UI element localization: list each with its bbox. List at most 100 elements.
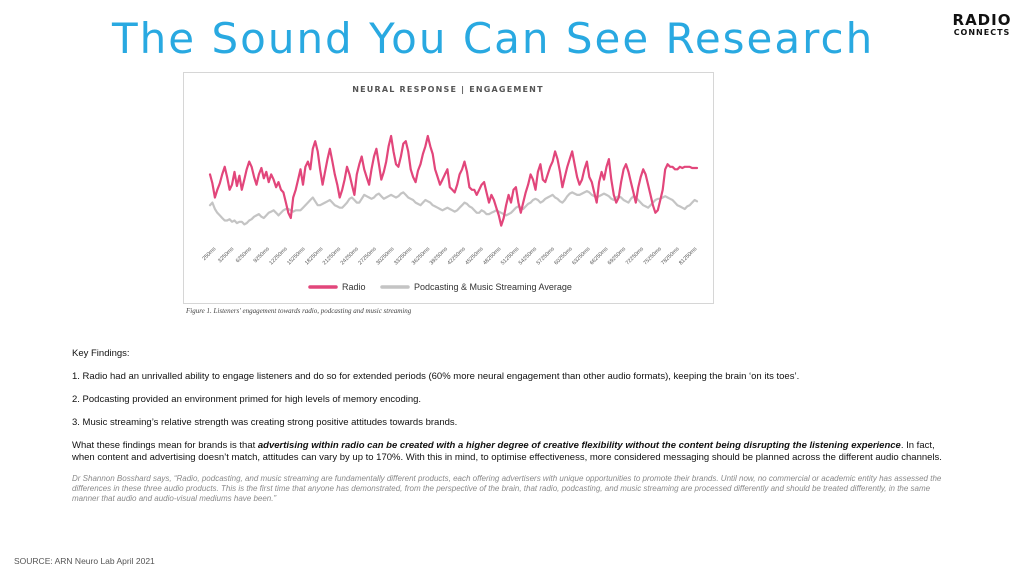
streaming-line-point: [447, 207, 448, 209]
streaming-line-point: [549, 195, 551, 197]
streaming-line-point: [584, 192, 585, 193]
streaming-line-point: [256, 215, 257, 216]
radio-line-point: [559, 171, 561, 173]
radio-line-point: [598, 181, 600, 183]
streaming-line-point: [542, 200, 544, 202]
radio-line-point: [385, 161, 387, 162]
radio-series: [208, 134, 699, 227]
radio-line-point: [677, 168, 678, 170]
radio-line-point: [432, 153, 434, 155]
streaming-line-point: [571, 192, 573, 193]
streaming-line-point: [461, 204, 463, 206]
streaming-line-point: [640, 202, 642, 204]
radio-line-point: [212, 183, 213, 184]
streaming-line-point: [672, 199, 673, 201]
streaming-line-point: [540, 202, 541, 204]
radio-line-point: [650, 194, 651, 196]
radio-line-point: [256, 184, 257, 186]
streaming-line-point: [657, 198, 659, 200]
radio-line-point: [209, 174, 211, 175]
x-tick-label: 75250ms: [643, 246, 663, 266]
radio-line-point: [537, 171, 539, 173]
streaming-line-point: [417, 203, 419, 205]
radio-line-point: [557, 158, 558, 160]
streaming-line-point: [637, 199, 639, 201]
streaming-line-point: [696, 200, 698, 202]
source-note: SOURCE: ARN Neuro Lab April 2021: [14, 556, 155, 566]
radio-line-point: [302, 184, 304, 186]
streaming-line-point: [275, 212, 277, 214]
streaming-line-point: [373, 197, 375, 198]
streaming-line-point: [407, 197, 409, 198]
radio-line-point: [366, 176, 367, 178]
radio-line-point: [229, 189, 230, 191]
radio-line-point: [486, 192, 487, 193]
streaming-line-point: [471, 207, 473, 209]
radio-line-point: [657, 209, 659, 211]
radio-line-point: [549, 166, 551, 168]
streaming-line-point: [305, 204, 306, 206]
radio-line-point: [334, 174, 336, 175]
streaming-line-point: [473, 209, 475, 211]
streaming-line-point: [265, 215, 267, 216]
x-tick-label: 54250ms: [518, 246, 538, 266]
streaming-line-point: [336, 206, 338, 207]
radio-line-point: [522, 202, 524, 204]
radio-line-point: [454, 192, 456, 193]
streaming-line-point: [229, 218, 230, 220]
radio-line-point: [263, 177, 265, 179]
radio-line-point: [544, 181, 546, 183]
radio-line-point: [346, 166, 348, 168]
radio-line-point: [513, 189, 514, 191]
streaming-line-point: [456, 209, 458, 211]
streaming-line-point: [251, 218, 252, 220]
radio-line-point: [287, 212, 289, 214]
x-tick-label: 48250ms: [482, 246, 502, 266]
streaming-line-point: [681, 207, 683, 209]
streaming-line-point: [221, 217, 223, 219]
streaming-line-point: [297, 209, 299, 211]
streaming-line-point: [344, 204, 345, 206]
radio-line-point: [425, 145, 426, 147]
radio-line-point: [417, 170, 419, 171]
radio-line-point: [686, 166, 688, 168]
radio-line-point: [518, 202, 519, 204]
x-tick-label: 51250ms: [500, 246, 520, 266]
radio-line-point: [300, 168, 301, 170]
streaming-line-point: [544, 198, 546, 200]
streaming-line-point: [341, 207, 343, 209]
x-tick-label: 36250ms: [411, 246, 431, 266]
logo-line-2: CONNECTS: [953, 28, 1011, 37]
streaming-line-point: [625, 200, 627, 202]
radio-line-point: [336, 184, 338, 186]
radio-line-point: [610, 179, 612, 180]
radio-line-point: [270, 174, 272, 175]
radio-line-point: [588, 176, 590, 178]
streaming-line-point: [630, 198, 632, 200]
streaming-line-point: [513, 209, 514, 211]
radio-line-point: [601, 171, 602, 173]
streaming-line-point: [662, 197, 664, 198]
streaming-line-point: [312, 197, 314, 198]
streaming-line-point: [522, 208, 524, 210]
radio-line-point: [491, 194, 492, 196]
streaming-line-point: [243, 224, 245, 225]
streaming-line-point: [508, 213, 509, 215]
radio-line-point: [231, 184, 233, 186]
radio-line-point: [664, 168, 666, 170]
radio-line-point: [292, 197, 294, 198]
streaming-line-point: [623, 199, 624, 201]
streaming-line-point: [322, 203, 323, 205]
streaming-line-point: [356, 202, 358, 204]
x-tick-label: 57250ms: [536, 246, 556, 266]
radio-line-point: [354, 194, 355, 196]
streaming-line-point: [437, 207, 438, 209]
streaming-line-point: [481, 209, 482, 211]
streaming-line-point: [667, 197, 668, 198]
radio-line-point: [625, 163, 627, 165]
streaming-line-point: [309, 199, 311, 201]
radio-line-point: [525, 192, 527, 193]
streaming-line-point: [591, 194, 593, 196]
streaming-line-point: [434, 206, 436, 207]
radio-line-point: [283, 192, 284, 193]
